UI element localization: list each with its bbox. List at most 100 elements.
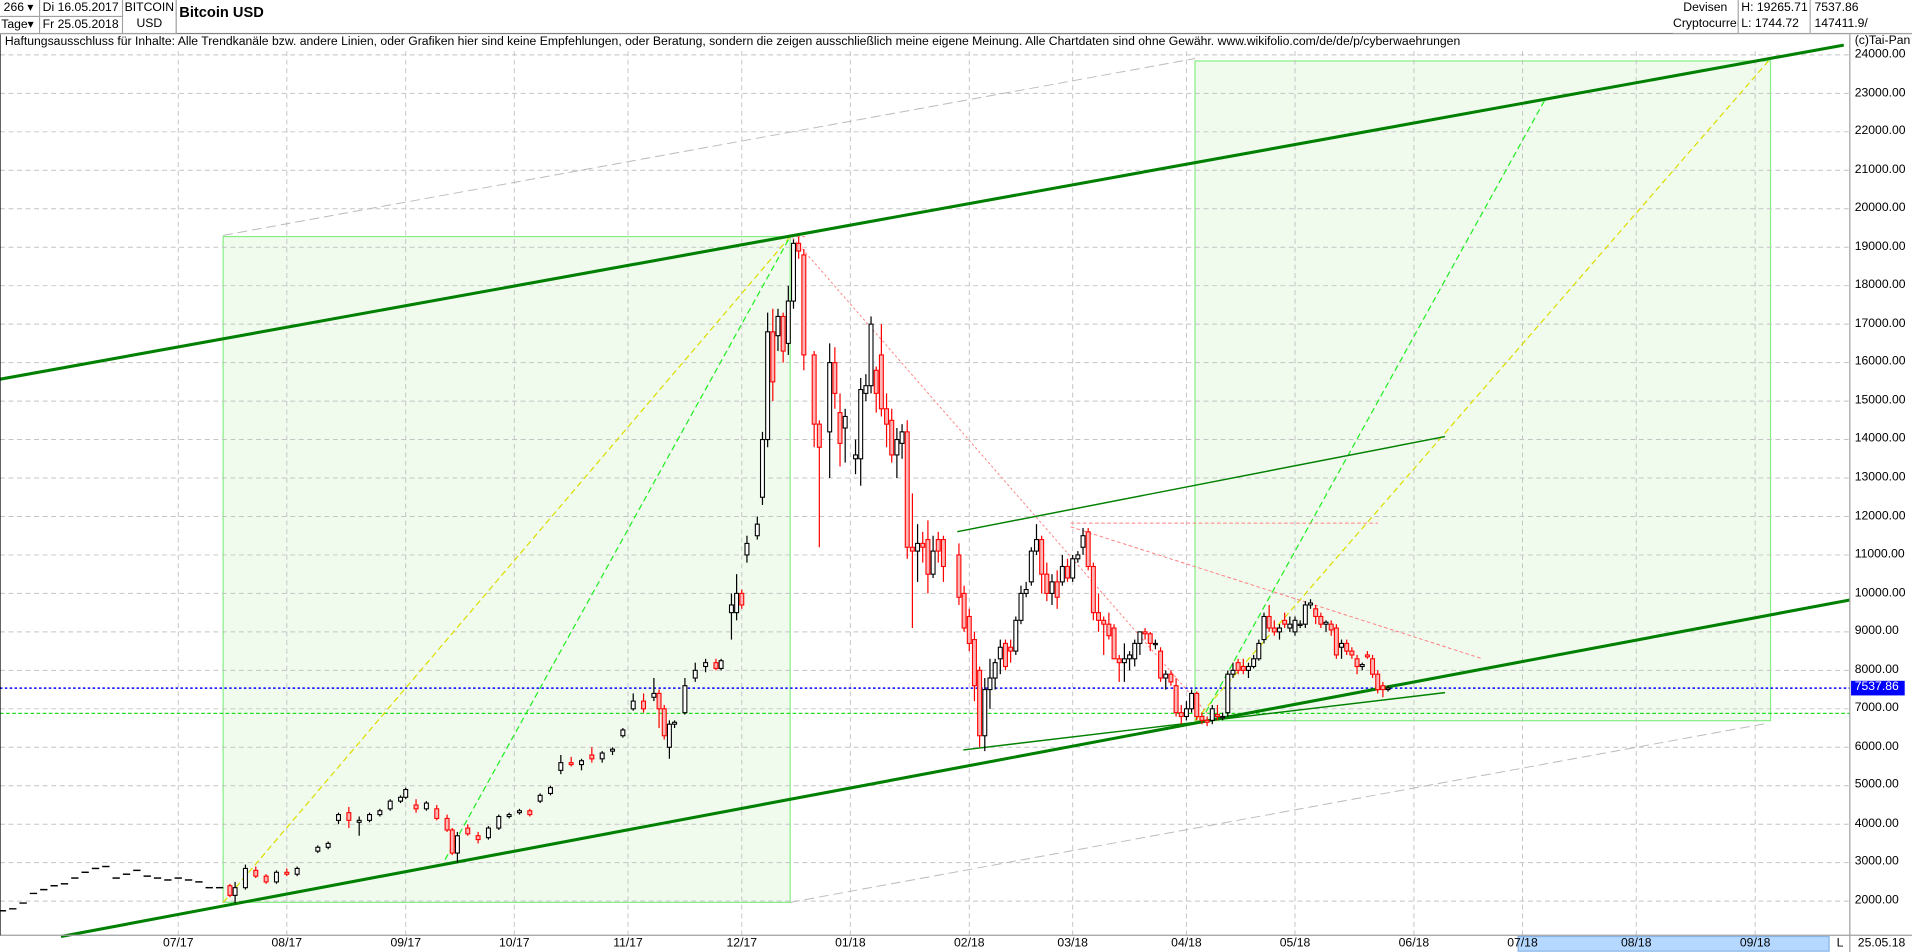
candle [1318, 612, 1324, 629]
candle [1106, 612, 1112, 640]
last-cell: 7537.86 147411.9/ [1810, 0, 1912, 35]
candle [263, 874, 269, 884]
x-tick-label: 04/18 [1171, 936, 1202, 950]
candle-body [568, 762, 574, 766]
copyright-label: (c)Tai-Pan [1854, 34, 1911, 48]
candle-body [832, 362, 838, 394]
candle [997, 639, 1003, 675]
candle-body [692, 669, 698, 679]
candle [925, 520, 931, 594]
candle-body [739, 592, 745, 606]
candle [444, 814, 450, 832]
last-price-label: 7537.86 [1854, 680, 1899, 695]
period-select[interactable]: Tage▾ [0, 17, 41, 35]
symbol-cell: BITCOIN USD [123, 0, 177, 35]
y-tick-label: 21000.00 [1854, 162, 1906, 177]
scrollbar-thumb[interactable] [1517, 935, 1830, 952]
y-tick-label: 14000.00 [1854, 432, 1906, 446]
candle-body [1132, 642, 1138, 660]
candle-body [1080, 535, 1086, 548]
x-tick-label: 09/18 [1739, 936, 1771, 950]
candle-body [1049, 581, 1055, 594]
candle-body [1292, 619, 1298, 633]
candle [1142, 628, 1148, 640]
candle [842, 408, 848, 463]
candle-body [744, 542, 750, 556]
last-value: 7537.86 [1814, 1, 1859, 15]
candle-body [1323, 621, 1329, 625]
candle [1271, 620, 1277, 636]
candle-body [242, 867, 248, 889]
y-tick-label: 17000.00 [1854, 316, 1906, 331]
candle [790, 239, 796, 309]
candle-body [816, 423, 822, 448]
candle-body [873, 369, 879, 394]
candle-body [1168, 673, 1174, 683]
candle [878, 324, 884, 417]
scale-mode-toggle[interactable]: L [1836, 936, 1844, 950]
bars-count-select[interactable]: 266 ▾ [0, 0, 41, 18]
candle [1028, 547, 1034, 586]
candle-body [516, 810, 522, 814]
candle-body [641, 700, 647, 710]
y-tick-label: 10000.00 [1854, 586, 1906, 600]
candle [692, 662, 698, 682]
date-to[interactable]: Fr 25.05.2018 [40, 17, 124, 35]
candle-body [940, 539, 946, 568]
candle [966, 608, 972, 652]
candle [904, 420, 910, 559]
candle-body [454, 835, 460, 854]
candle-body [920, 542, 926, 548]
candle [827, 343, 833, 479]
candle-body [1137, 631, 1143, 644]
candle [796, 236, 802, 259]
candle-body [899, 431, 905, 444]
candle [1116, 654, 1122, 682]
candle [837, 393, 843, 467]
candle-body [1271, 627, 1277, 633]
candle [1323, 620, 1329, 632]
high-low-cell: H: 19265.71 L: 1744.72 [1738, 0, 1811, 35]
candle [1137, 631, 1143, 655]
candle-body [1013, 619, 1019, 652]
candle [325, 841, 331, 850]
candle-body [273, 871, 279, 883]
candle-body [1354, 658, 1360, 668]
candle [1328, 620, 1334, 636]
candle [1189, 689, 1195, 713]
candle [1276, 624, 1282, 640]
candle [977, 666, 983, 748]
candle [496, 814, 502, 830]
candle-body [449, 829, 455, 854]
x-tick-label: 06/18 [1398, 936, 1430, 950]
subcategory: Cryptocurrencies [1673, 17, 1738, 31]
candle-body [253, 869, 259, 877]
candle-body [858, 388, 864, 460]
candle-body [413, 804, 419, 810]
candle [1132, 639, 1138, 667]
candle [832, 347, 838, 409]
candle [527, 808, 533, 817]
chevron-down-icon: ▾ [27, 18, 34, 32]
y-tick-label: 5000.00 [1854, 778, 1899, 792]
y-tick-label: 11000.00 [1854, 547, 1905, 562]
date-from[interactable]: Di 16.05.2017 [40, 0, 124, 18]
candle [1008, 639, 1014, 663]
candle-body [1039, 539, 1045, 575]
candle [801, 249, 807, 371]
candle-body [1375, 673, 1381, 691]
candle [403, 787, 409, 800]
candle-body [1085, 531, 1091, 568]
candle-body [790, 242, 796, 302]
candle-body [610, 748, 616, 752]
candle [987, 658, 993, 709]
symbol-name: BITCOIN [124, 1, 175, 15]
x-tick-label: 07/18 [1507, 936, 1538, 950]
candle [759, 431, 765, 505]
candle [485, 826, 491, 840]
candle [1225, 670, 1231, 717]
low-value: L: 1744.72 [1741, 17, 1799, 31]
candle [1380, 681, 1386, 698]
candle [744, 535, 750, 563]
